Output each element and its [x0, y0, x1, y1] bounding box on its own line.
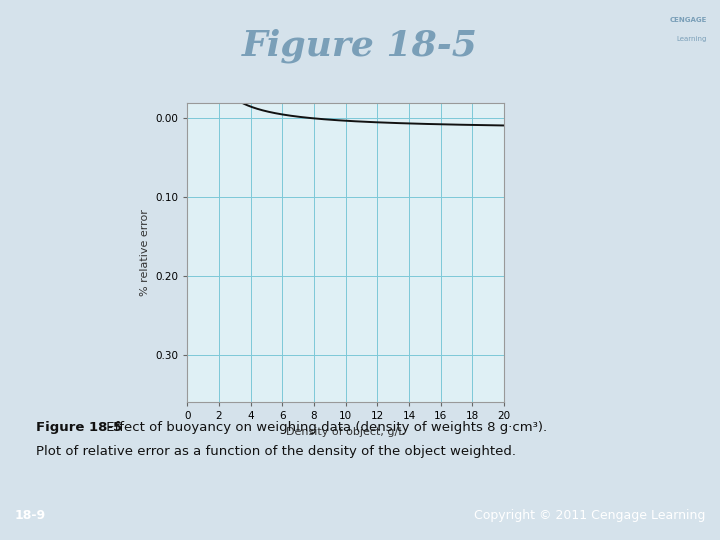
Text: Copyright © 2011 Cengage Learning: Copyright © 2011 Cengage Learning: [474, 509, 706, 522]
Text: Plot of relative error as a function of the density of the object weighted.: Plot of relative error as a function of …: [36, 446, 516, 458]
Text: 18-9: 18-9: [14, 509, 45, 522]
Text: Figure 18-5: Figure 18-5: [242, 29, 478, 63]
Text: Figure 18-5: Figure 18-5: [36, 421, 122, 434]
Text: CENGAGE: CENGAGE: [670, 17, 706, 23]
X-axis label: Density of object, g/L: Density of object, g/L: [287, 427, 405, 437]
Text: Effect of buoyancy on weighing data (density of weights 8 g·cm³).: Effect of buoyancy on weighing data (den…: [102, 421, 547, 434]
Text: Learning: Learning: [676, 36, 706, 43]
Y-axis label: % relative error: % relative error: [140, 209, 150, 296]
